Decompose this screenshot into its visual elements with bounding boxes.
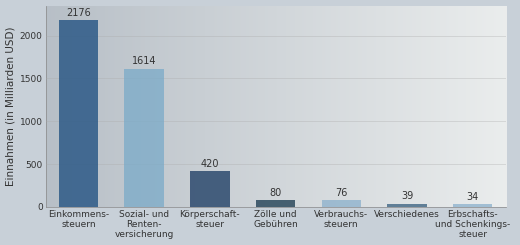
Bar xyxy=(256,200,295,207)
Bar xyxy=(387,204,427,207)
Y-axis label: Einnahmen (in Milliarden USD): Einnahmen (in Milliarden USD) xyxy=(6,26,16,186)
Text: 76: 76 xyxy=(335,188,347,198)
Bar xyxy=(59,21,98,207)
Text: 39: 39 xyxy=(401,191,413,201)
Bar xyxy=(453,204,492,207)
Bar xyxy=(321,200,361,207)
Text: 2176: 2176 xyxy=(66,8,90,18)
Text: 34: 34 xyxy=(466,192,479,202)
Bar xyxy=(190,171,229,207)
Text: 1614: 1614 xyxy=(132,56,157,66)
Bar xyxy=(124,69,164,207)
Text: 80: 80 xyxy=(269,188,282,198)
Text: 420: 420 xyxy=(201,159,219,169)
